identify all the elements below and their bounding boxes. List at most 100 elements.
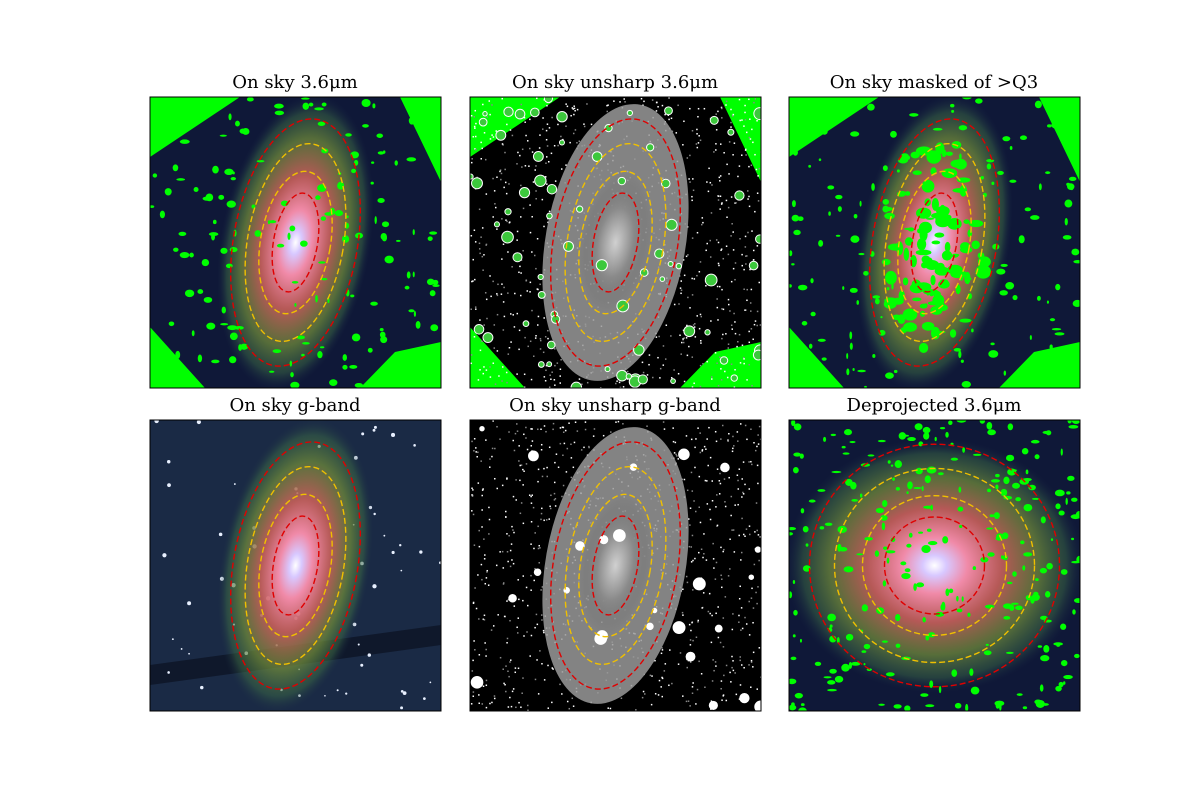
star (748, 574, 755, 580)
mask-blob (1053, 642, 1063, 646)
mask-blob (817, 338, 826, 342)
mask-blob (802, 525, 809, 533)
mask-blob (962, 97, 972, 100)
mask-blob (885, 372, 894, 379)
noise (719, 208, 721, 210)
noise (553, 379, 556, 381)
mask-blob (202, 105, 207, 113)
mask-blob (794, 692, 803, 699)
mask-blob (958, 125, 968, 131)
mask-blob (872, 295, 881, 299)
noise (691, 686, 694, 688)
isophote-ring (833, 467, 1036, 664)
noise (750, 686, 752, 688)
noise (699, 139, 702, 142)
mask-blob (1030, 596, 1035, 604)
noise (748, 165, 750, 168)
mask-blob (913, 486, 922, 490)
noise (697, 621, 699, 623)
mask-blob (907, 481, 913, 490)
noise (730, 108, 732, 111)
noise (686, 489, 689, 492)
mask-blob (274, 103, 284, 109)
noise (606, 110, 609, 113)
noise (732, 267, 735, 270)
mask-blob (242, 127, 250, 135)
mask-blob (1062, 235, 1072, 240)
noise (483, 619, 486, 621)
noise (534, 254, 536, 257)
mask-blob (906, 543, 912, 548)
mask-blob (805, 543, 809, 547)
mask-blob (923, 289, 939, 295)
noise (717, 636, 720, 639)
noise (757, 175, 759, 177)
noise (732, 613, 734, 615)
mask-blob (850, 481, 857, 490)
noise (752, 621, 754, 624)
mask-blob (934, 232, 945, 238)
mask-blob (824, 522, 833, 526)
noise (514, 667, 517, 669)
noise (491, 134, 493, 136)
noise (492, 420, 494, 422)
noise (682, 695, 684, 697)
noise (489, 113, 491, 116)
noise (721, 107, 723, 110)
noise (748, 136, 751, 139)
noise (695, 510, 697, 513)
star (637, 374, 648, 385)
mask-blob (935, 142, 945, 155)
mask-blob (882, 499, 888, 508)
noise (489, 376, 492, 378)
mask-blob (864, 536, 873, 541)
panel-frame (469, 419, 762, 712)
noise (549, 505, 551, 508)
noise (559, 442, 562, 445)
noise (473, 437, 476, 440)
noise (716, 298, 718, 300)
mask-blob (857, 369, 866, 373)
panel-title: On sky unsharp g-band (509, 395, 721, 416)
noise (727, 343, 730, 345)
noise (538, 562, 541, 564)
noise (699, 521, 702, 524)
mask-blob (818, 158, 822, 162)
noise (730, 121, 732, 124)
mask-blob (429, 231, 438, 235)
noise (473, 229, 476, 232)
isophote-ring (868, 118, 1001, 367)
noise (483, 366, 485, 368)
noise (572, 466, 575, 469)
noise (503, 582, 505, 584)
noise (537, 525, 539, 528)
noise (529, 281, 532, 284)
mask-blob (432, 279, 439, 285)
mask-blob (810, 311, 816, 317)
mask-blob (178, 231, 187, 236)
mask-blob (412, 229, 415, 236)
noise (692, 589, 694, 591)
noise (548, 127, 551, 129)
noise (520, 216, 522, 218)
noise (472, 258, 474, 261)
noise (484, 292, 487, 294)
noise (661, 695, 664, 698)
mask-blob (193, 186, 199, 193)
mask-blob (829, 624, 833, 628)
noise (689, 524, 691, 526)
star (493, 221, 500, 228)
star (664, 106, 673, 116)
noise (756, 445, 758, 448)
noise (734, 504, 736, 506)
mask-blob (897, 314, 906, 324)
mask-blob (921, 321, 935, 331)
noise (748, 664, 750, 666)
noise (707, 610, 710, 613)
noise (472, 695, 475, 697)
noise (499, 551, 501, 553)
star (754, 546, 761, 553)
noise (746, 299, 748, 302)
noise (716, 525, 718, 527)
star (532, 151, 544, 162)
